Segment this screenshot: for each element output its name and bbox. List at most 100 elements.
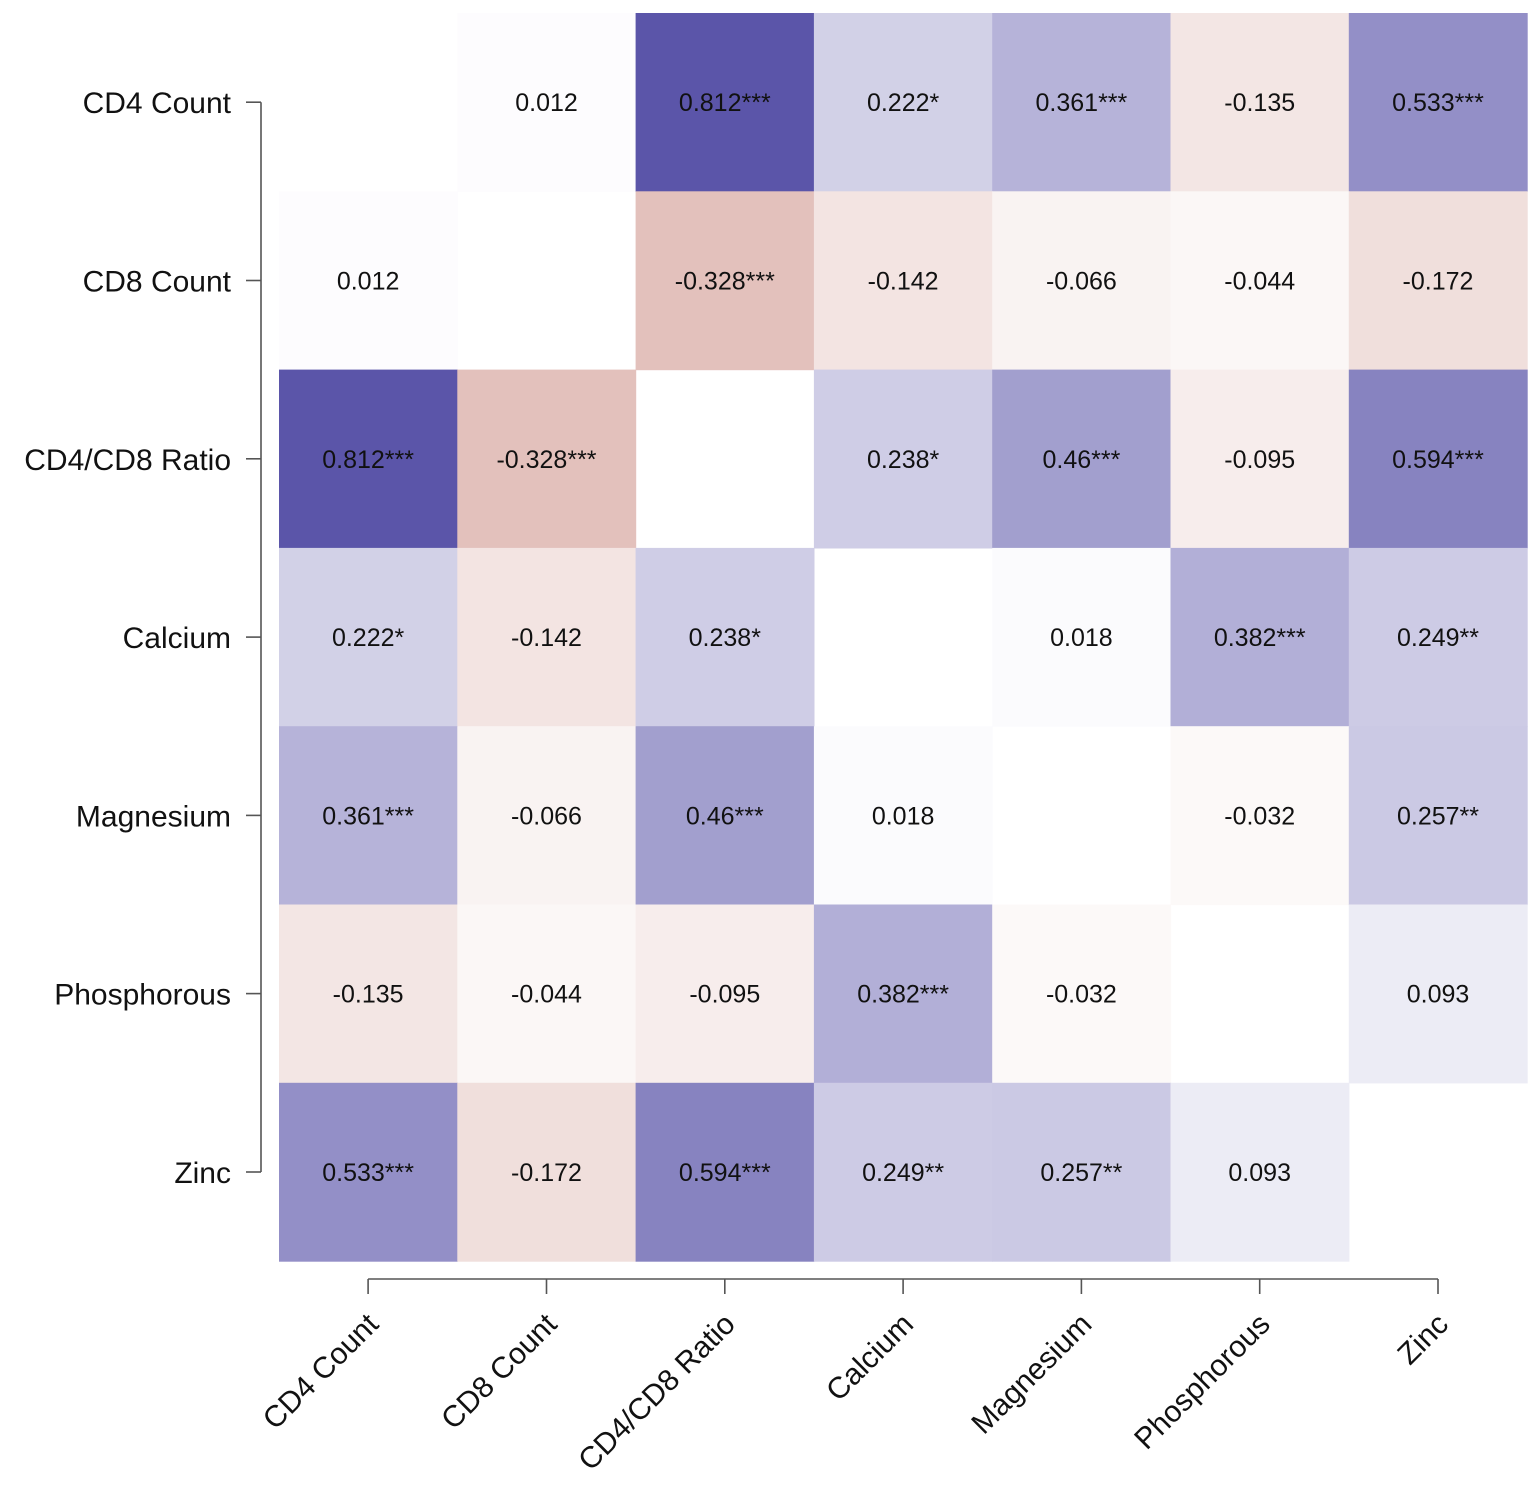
heatmap-cell-cd4-count-phosphorous bbox=[1170, 13, 1350, 192]
cell-label-calcium-cd4-count: 0.222* bbox=[332, 624, 405, 652]
cell-label-phosphorous-zinc: 0.093 bbox=[1407, 981, 1470, 1009]
heatmap-cell-magnesium-calcium bbox=[813, 726, 993, 906]
heatmap-cell-calcium-cd4-cd8-ratio bbox=[635, 547, 815, 727]
heatmap-cell-phosphorous-calcium bbox=[813, 904, 993, 1084]
cell-label-magnesium-cd4-cd8-ratio: 0.46*** bbox=[686, 802, 764, 830]
heatmap-cell-cd4-count-cd8-count bbox=[457, 13, 637, 192]
x-tick-label-cd4-cd8-ratio: CD4/CD8 Ratio bbox=[572, 1308, 742, 1478]
heatmap-cell-zinc-calcium bbox=[813, 1082, 993, 1262]
cell-label-magnesium-phosphorous: -0.032 bbox=[1224, 802, 1295, 830]
cell-label-cd8-count-zinc: -0.172 bbox=[1403, 268, 1474, 296]
heatmap-cell-cd4-count-magnesium bbox=[992, 13, 1172, 192]
heatmap-cell-zinc-cd8-count bbox=[457, 1082, 637, 1262]
heatmap-cell-cd4-cd8-ratio-phosphorous bbox=[1170, 369, 1350, 549]
heatmap-cell-zinc-cd4-cd8-ratio bbox=[635, 1082, 815, 1262]
cell-label-phosphorous-magnesium: -0.032 bbox=[1046, 981, 1117, 1009]
y-tick-label-magnesium: Magnesium bbox=[76, 800, 231, 833]
heatmap-cell-calcium-zinc bbox=[1348, 547, 1528, 727]
cell-label-cd4-cd8-ratio-cd4-count: 0.812*** bbox=[322, 446, 414, 474]
y-tick-label-phosphorous: Phosphorous bbox=[54, 979, 231, 1012]
cell-label-magnesium-cd4-count: 0.361*** bbox=[322, 802, 414, 830]
cell-label-cd4-count-zinc: 0.533*** bbox=[1392, 89, 1484, 117]
heatmap-cell-magnesium-zinc bbox=[1348, 726, 1528, 906]
cell-label-cd4-count-cd8-count: 0.012 bbox=[515, 89, 578, 117]
heatmap-cell-cd4-cd8-ratio-magnesium bbox=[992, 369, 1172, 549]
x-tick-label-calcium: Calcium bbox=[820, 1308, 920, 1408]
cell-label-zinc-calcium: 0.249** bbox=[862, 1159, 944, 1187]
cell-label-zinc-cd8-count: -0.172 bbox=[511, 1159, 582, 1187]
heatmap-cell-phosphorous-magnesium bbox=[992, 904, 1172, 1084]
heatmap-cell-magnesium-cd8-count bbox=[457, 726, 637, 906]
heatmap-cell-cd4-cd8-ratio-calcium bbox=[813, 369, 993, 549]
cell-label-cd4-count-phosphorous: -0.135 bbox=[1224, 89, 1295, 117]
y-tick-label-cd4-count: CD4 Count bbox=[83, 87, 232, 120]
cell-label-magnesium-zinc: 0.257** bbox=[1397, 802, 1479, 830]
cell-label-magnesium-calcium: 0.018 bbox=[872, 802, 935, 830]
heatmap-cell-cd4-cd8-ratio-cd8-count bbox=[457, 369, 637, 549]
heatmap-cell-phosphorous-zinc bbox=[1348, 904, 1528, 1084]
heatmap-cell-cd8-count-magnesium bbox=[992, 191, 1172, 371]
y-tick-label-zinc: Zinc bbox=[174, 1157, 231, 1190]
x-tick-label-cd4-count: CD4 Count bbox=[257, 1307, 386, 1436]
x-axis: CD4 Count CD8 Count CD4/CD8 Ratio Calcium Ma… bbox=[257, 1278, 1455, 1478]
heatmap-cell-zinc-cd4-count bbox=[279, 1082, 458, 1262]
cell-label-cd8-count-calcium: -0.142 bbox=[868, 268, 939, 296]
cell-label-cd8-count-cd4-count: 0.012 bbox=[337, 268, 400, 296]
heatmap-cell-phosphorous-cd4-cd8-ratio bbox=[635, 904, 815, 1084]
heatmap-cell-cd4-count-calcium bbox=[813, 13, 993, 192]
cell-label-phosphorous-cd8-count: -0.044 bbox=[511, 981, 582, 1009]
heatmap-cell-calcium-magnesium bbox=[992, 547, 1172, 727]
cell-label-magnesium-cd8-count: -0.066 bbox=[511, 802, 582, 830]
heatmap-cell-cd8-count-zinc bbox=[1348, 191, 1528, 371]
heatmap-cell-phosphorous-cd8-count bbox=[457, 904, 637, 1084]
cell-label-cd8-count-phosphorous: -0.044 bbox=[1224, 268, 1295, 296]
cell-label-cd4-count-magnesium: 0.361*** bbox=[1036, 89, 1128, 117]
cell-label-cd4-cd8-ratio-magnesium: 0.46*** bbox=[1042, 446, 1120, 474]
heatmap-cell-cd8-count-phosphorous bbox=[1170, 191, 1350, 371]
heatmap-cell-cd8-count-cd4-count bbox=[279, 191, 458, 371]
y-tick-label-cd4-cd8-ratio: CD4/CD8 Ratio bbox=[24, 444, 231, 477]
cell-label-calcium-phosphorous: 0.382*** bbox=[1214, 624, 1306, 652]
cell-label-cd8-count-magnesium: -0.066 bbox=[1046, 268, 1117, 296]
x-tick-label-phosphorous: Phosphorous bbox=[1128, 1308, 1276, 1456]
heatmap-cell-cd4-count-cd4-cd8-ratio bbox=[635, 13, 815, 192]
heatmap-cell-calcium-phosphorous bbox=[1170, 547, 1350, 727]
y-axis: CD4 Count CD8 Count CD4/CD8 Ratio Calcium Ma… bbox=[24, 87, 262, 1190]
cell-label-cd4-cd8-ratio-calcium: 0.238* bbox=[867, 446, 940, 474]
heatmap-cell-zinc-magnesium bbox=[992, 1082, 1172, 1262]
x-tick-label-magnesium: Magnesium bbox=[965, 1308, 1098, 1441]
cell-label-cd4-cd8-ratio-cd8-count: -0.328*** bbox=[496, 446, 596, 474]
heatmap-cell-cd4-count-zinc bbox=[1348, 13, 1528, 192]
cell-label-zinc-phosphorous: 0.093 bbox=[1228, 1159, 1291, 1187]
heatmap-cell-calcium-cd4-count bbox=[279, 547, 458, 727]
heatmap-cell-magnesium-phosphorous bbox=[1170, 726, 1350, 906]
cell-label-zinc-magnesium: 0.257** bbox=[1040, 1159, 1122, 1187]
cell-label-phosphorous-calcium: 0.382*** bbox=[857, 981, 949, 1009]
x-tick-label-cd8-count: CD8 Count bbox=[435, 1307, 564, 1436]
heatmap-cell-calcium-cd8-count bbox=[457, 547, 637, 727]
heatmap-cell-magnesium-cd4-count bbox=[279, 726, 458, 906]
heatmap-cell-cd8-count-cd4-cd8-ratio bbox=[635, 191, 815, 371]
cell-label-cd4-cd8-ratio-phosphorous: -0.095 bbox=[1224, 446, 1295, 474]
cell-label-cd8-count-cd4-cd8-ratio: -0.328*** bbox=[675, 268, 775, 296]
y-tick-label-cd8-count: CD8 Count bbox=[83, 266, 232, 299]
y-tick-label-calcium: Calcium bbox=[123, 622, 231, 655]
heatmap-cell-zinc-phosphorous bbox=[1170, 1082, 1350, 1262]
cell-label-calcium-zinc: 0.249** bbox=[1397, 624, 1479, 652]
cell-label-calcium-cd8-count: -0.142 bbox=[511, 624, 582, 652]
cell-label-cd4-count-calcium: 0.222* bbox=[867, 89, 940, 117]
cell-label-phosphorous-cd4-cd8-ratio: -0.095 bbox=[689, 981, 760, 1009]
cell-label-zinc-cd4-cd8-ratio: 0.594*** bbox=[679, 1159, 771, 1187]
cell-label-cd4-cd8-ratio-zinc: 0.594*** bbox=[1392, 446, 1484, 474]
heatmap-cell-magnesium-cd4-cd8-ratio bbox=[635, 726, 815, 906]
cell-label-phosphorous-cd4-count: -0.135 bbox=[333, 981, 404, 1009]
cell-label-zinc-cd4-count: 0.533*** bbox=[322, 1159, 414, 1187]
heatmap-cells bbox=[279, 13, 1528, 1262]
cell-label-calcium-magnesium: 0.018 bbox=[1050, 624, 1113, 652]
cell-label-calcium-cd4-cd8-ratio: 0.238* bbox=[689, 624, 762, 652]
heatmap-cell-phosphorous-cd4-count bbox=[279, 904, 458, 1084]
heatmap-cell-cd8-count-calcium bbox=[813, 191, 993, 371]
heatmap-cell-cd4-cd8-ratio-zinc bbox=[1348, 369, 1528, 549]
heatmap-cell-labels: 0.012 0.812*** 0.222* 0.361*** -0.135 0.533**… bbox=[322, 89, 1484, 1187]
